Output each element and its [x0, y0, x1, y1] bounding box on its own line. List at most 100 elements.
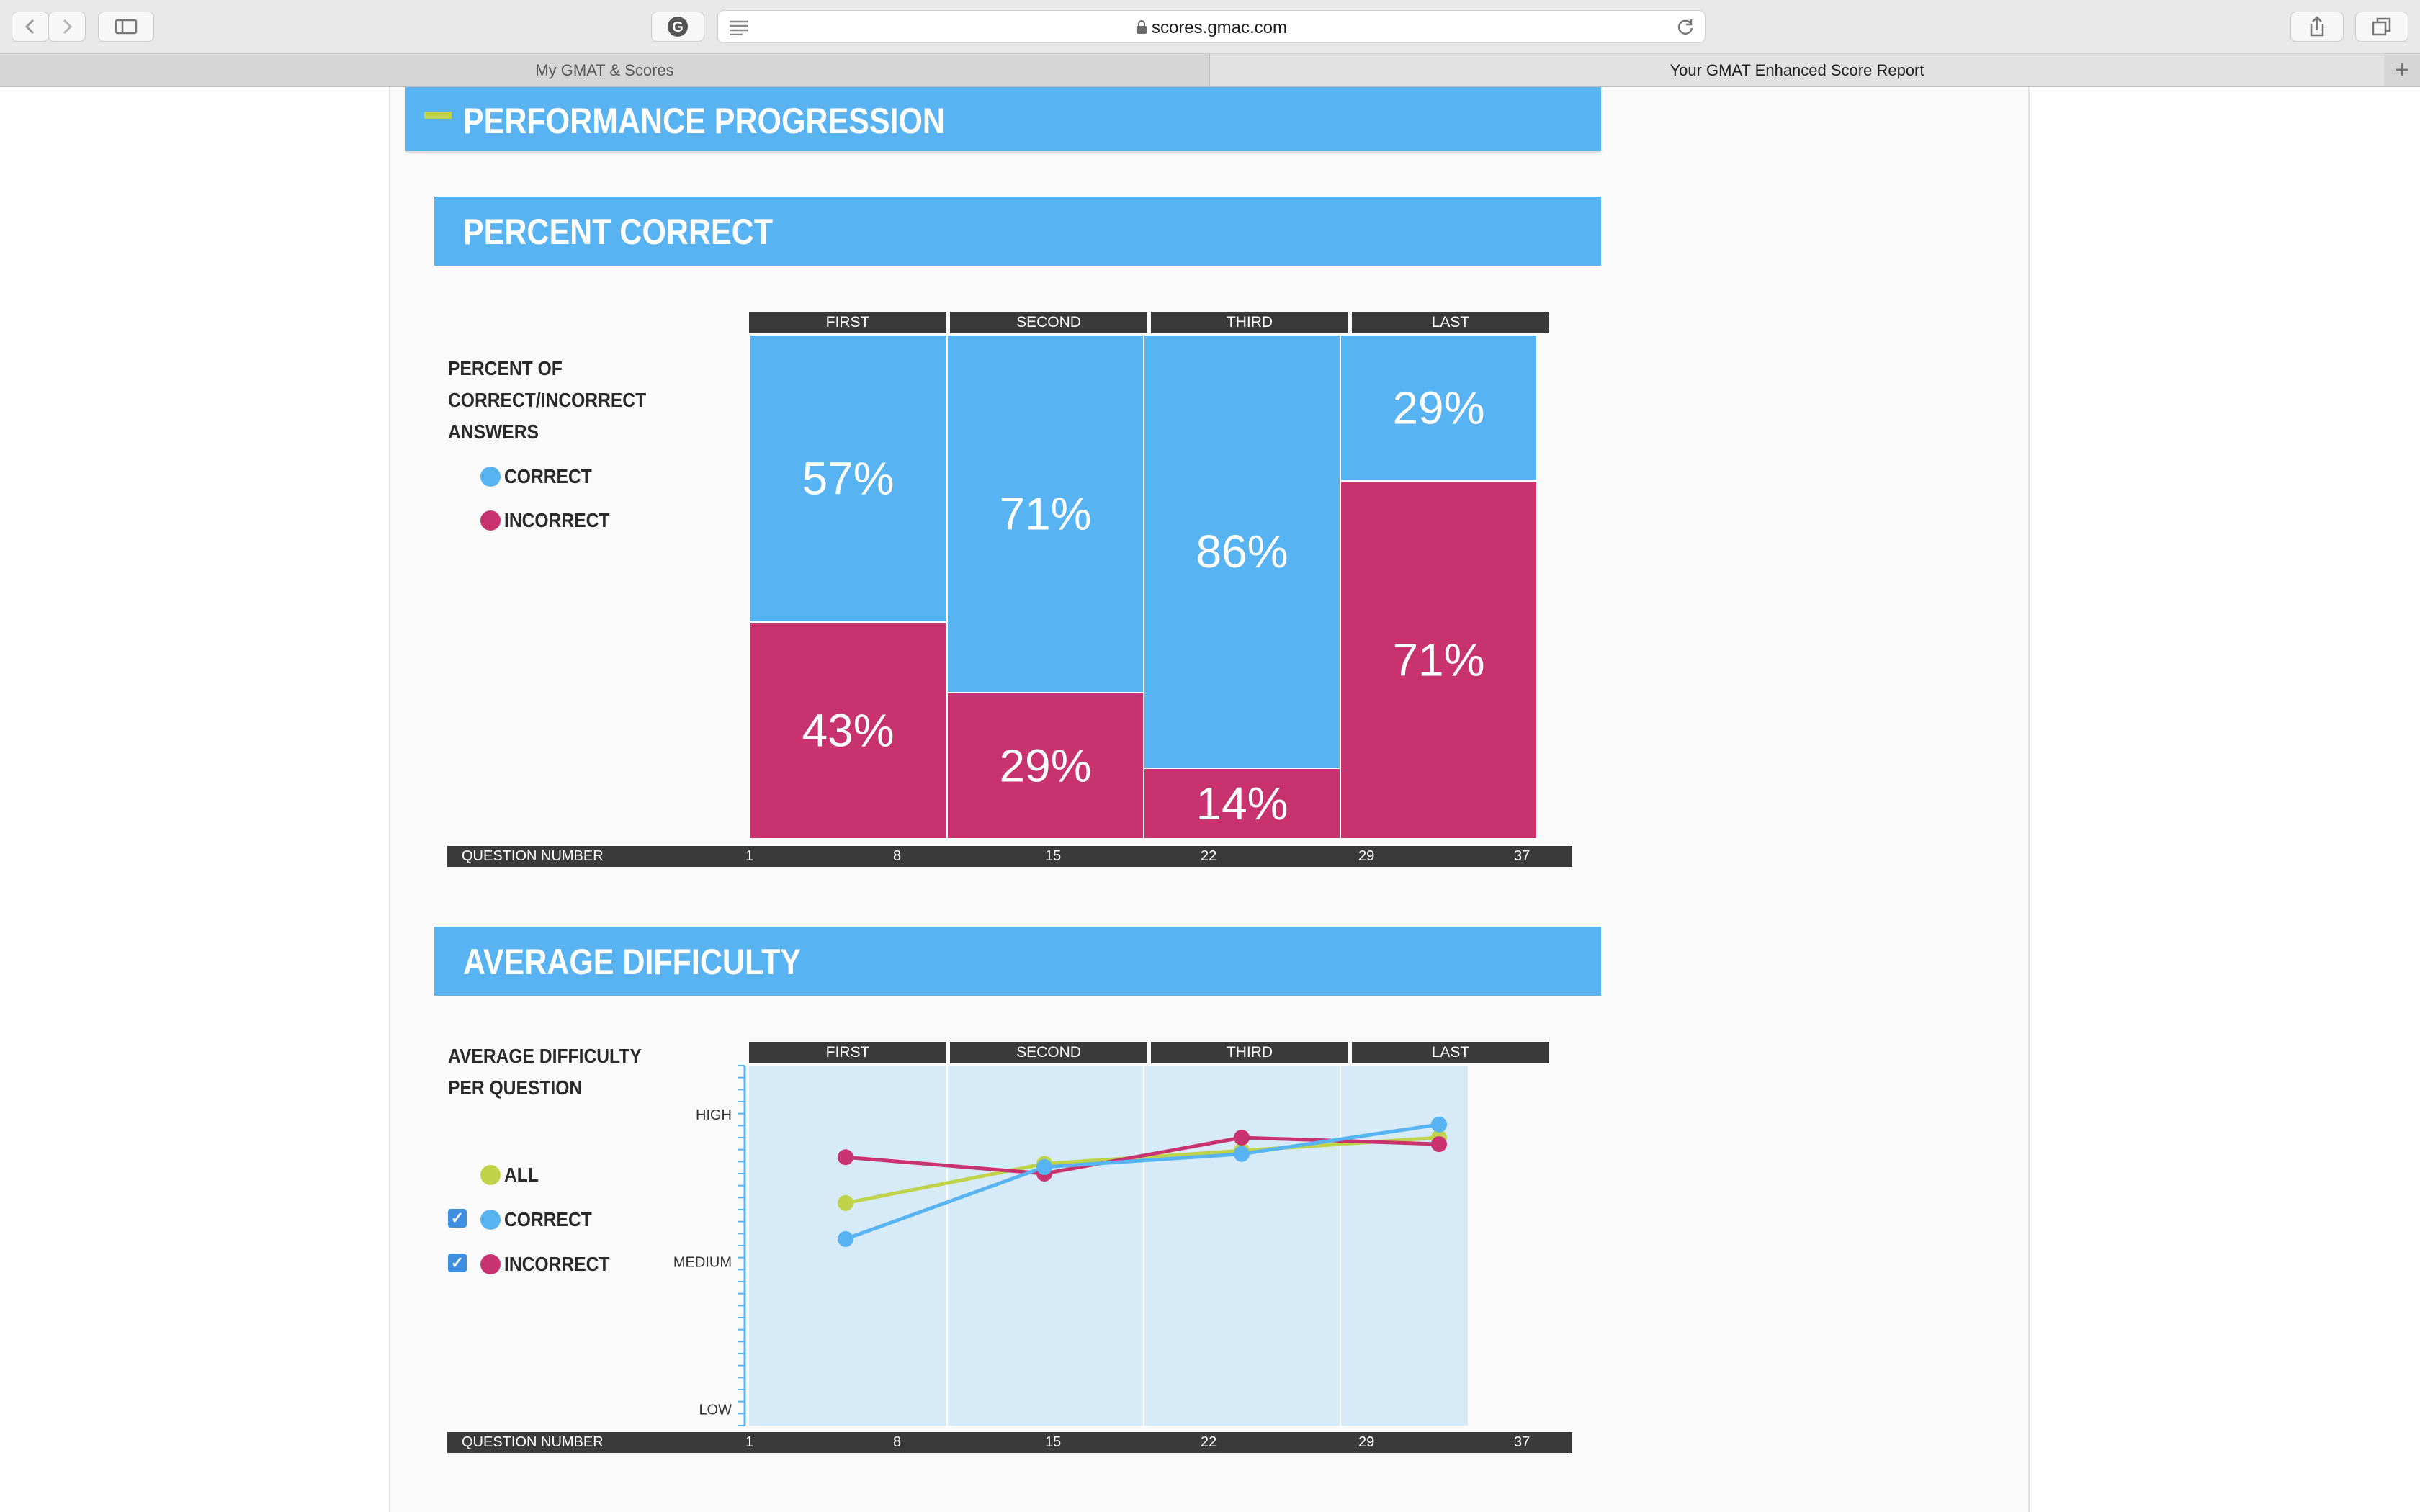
series-point-correct [1036, 1158, 1052, 1175]
incorrect-series-checkbox[interactable]: ✓ [448, 1254, 467, 1272]
chevron-right-icon [63, 19, 73, 35]
legend-all-dot[interactable] [480, 1165, 501, 1185]
collapse-icon[interactable] [424, 112, 452, 119]
reload-icon[interactable] [1676, 18, 1695, 37]
share-button[interactable] [2290, 12, 2344, 42]
series-point-correct [1234, 1146, 1250, 1162]
bar-label-incorrect: 71% [1392, 634, 1484, 686]
legend-correct-dot[interactable] [480, 1210, 501, 1230]
axis-tick: 37 [1514, 1434, 1531, 1450]
bar-label-correct: 71% [999, 488, 1091, 540]
segment-header-first: FIRST [749, 312, 946, 333]
tab-label: My GMAT & Scores [535, 60, 674, 79]
average-difficulty-chart: LOW MEDIUM HIGH [673, 1065, 1468, 1426]
axis-tick: 22 [1201, 848, 1217, 864]
lock-icon [1136, 20, 1147, 34]
sidebar-icon [115, 19, 138, 35]
bar-label-correct: 57% [802, 453, 894, 505]
axis-tick: 29 [1358, 848, 1375, 864]
bar-incorrect-second [946, 692, 1144, 840]
legend-correct-label: CORRECT [504, 465, 592, 487]
series-point-correct [1431, 1116, 1447, 1133]
bar-incorrect-last [1340, 480, 1538, 840]
tab-enhanced-score-report[interactable]: Your GMAT Enhanced Score Report [1210, 54, 2384, 86]
axis-tick: 37 [1514, 848, 1531, 864]
series-point-incorrect [838, 1149, 853, 1166]
axis-tick: 1 [745, 848, 754, 864]
legend-incorrect-dot[interactable] [480, 1254, 501, 1274]
plot-area [749, 1066, 1468, 1426]
segment-header-third: THIRD [1151, 312, 1348, 333]
plus-icon: + [2395, 56, 2409, 84]
y-tick-label: HIGH [696, 1107, 732, 1123]
axis-label: QUESTION NUMBER [462, 848, 604, 864]
segment-header-last: LAST [1352, 1042, 1549, 1063]
tab-overview-button[interactable] [2355, 12, 2408, 42]
axis-tick: 8 [893, 1434, 902, 1450]
bar-label-incorrect: 43% [802, 705, 894, 757]
chevron-left-icon [24, 19, 35, 35]
bar-incorrect-third [1143, 768, 1341, 840]
new-tab-button[interactable]: + [2384, 54, 2420, 86]
bar-label-correct: 86% [1196, 526, 1288, 577]
tab-my-gmat-scores[interactable]: My GMAT & Scores [0, 54, 1210, 86]
segment-header-third: THIRD [1151, 1042, 1348, 1063]
axis-tick: 29 [1358, 1434, 1375, 1450]
section-title: AVERAGE DIFFICULTY [463, 942, 802, 982]
y-tick-label: MEDIUM [673, 1255, 732, 1271]
series-line-correct [845, 1122, 1440, 1241]
chart-legend-title: AVERAGE DIFFICULTY PER QUESTION [448, 1040, 642, 1104]
percent-correct-header: PERCENT CORRECT [434, 197, 1601, 266]
share-icon [2310, 16, 2324, 37]
axis-label: QUESTION NUMBER [462, 1434, 604, 1450]
legend-incorrect-label: INCORRECT [504, 509, 610, 531]
chart-legend-title: PERCENT OF CORRECT/INCORRECT ANSWERS [448, 353, 646, 448]
tabs-icon [2372, 17, 2391, 36]
average-difficulty-header: AVERAGE DIFFICULTY [434, 927, 1601, 996]
legend-incorrect-label[interactable]: INCORRECT [504, 1253, 610, 1275]
legend-incorrect-dot [480, 510, 501, 531]
legend-correct-label[interactable]: CORRECT [504, 1208, 592, 1230]
segment-header-second: SECOND [950, 312, 1147, 333]
grammarly-icon: G [668, 17, 688, 37]
bar-correct-last [1340, 335, 1538, 482]
y-tick-label: LOW [699, 1402, 732, 1418]
grammarly-extension-button[interactable]: G [651, 12, 704, 42]
bar-incorrect-first [749, 621, 948, 840]
address-bar[interactable]: scores.gmac.com [717, 10, 1706, 43]
legend-title-line: ANSWERS [448, 420, 539, 443]
performance-progression-header[interactable]: PERFORMANCE PROGRESSION [405, 87, 1601, 151]
legend-all-label[interactable]: ALL [504, 1164, 539, 1186]
bar-label-incorrect: 29% [999, 740, 1091, 792]
tab-bar: My GMAT & Scores Your GMAT Enhanced Scor… [0, 54, 2420, 87]
question-number-axis: QUESTION NUMBER 1 8 15 22 29 37 [447, 846, 1572, 867]
series-point-correct [838, 1230, 853, 1247]
question-number-axis: QUESTION NUMBER 1 8 15 22 29 37 [447, 1432, 1572, 1453]
legend-title-line: PER QUESTION [448, 1076, 583, 1099]
url-text: scores.gmac.com [718, 18, 1705, 38]
bar-label-correct: 29% [1392, 382, 1484, 434]
axis-tick: 1 [745, 1434, 754, 1450]
segment-header-second: SECOND [950, 1042, 1147, 1063]
axis-tick: 15 [1045, 848, 1062, 864]
reader-icon[interactable] [728, 19, 750, 35]
correct-series-checkbox[interactable]: ✓ [448, 1209, 467, 1228]
axis-tick: 15 [1045, 1434, 1062, 1450]
segment-header-first: FIRST [749, 1042, 946, 1063]
section-title: PERCENT CORRECT [463, 212, 774, 252]
legend-title-line: PERCENT OF [448, 357, 563, 379]
tab-label: Your GMAT Enhanced Score Report [1670, 60, 1924, 79]
forward-button[interactable] [48, 12, 86, 42]
series-point-incorrect [1234, 1130, 1250, 1146]
back-button[interactable] [12, 12, 49, 42]
section-title: PERFORMANCE PROGRESSION [463, 101, 945, 141]
legend-correct-dot [480, 467, 501, 487]
bar-label-incorrect: 14% [1196, 778, 1288, 829]
series-point-all [838, 1194, 853, 1211]
svg-text:G: G [672, 19, 684, 35]
series-point-incorrect [1431, 1136, 1447, 1153]
sidebar-toggle-button[interactable] [98, 12, 154, 42]
percent-correct-chart: 57% 43% 71% 29% 86% 14% 29% 71% [749, 335, 1538, 840]
browser-toolbar: G scores.gmac.com [0, 0, 2420, 54]
axis-tick: 8 [893, 848, 902, 864]
